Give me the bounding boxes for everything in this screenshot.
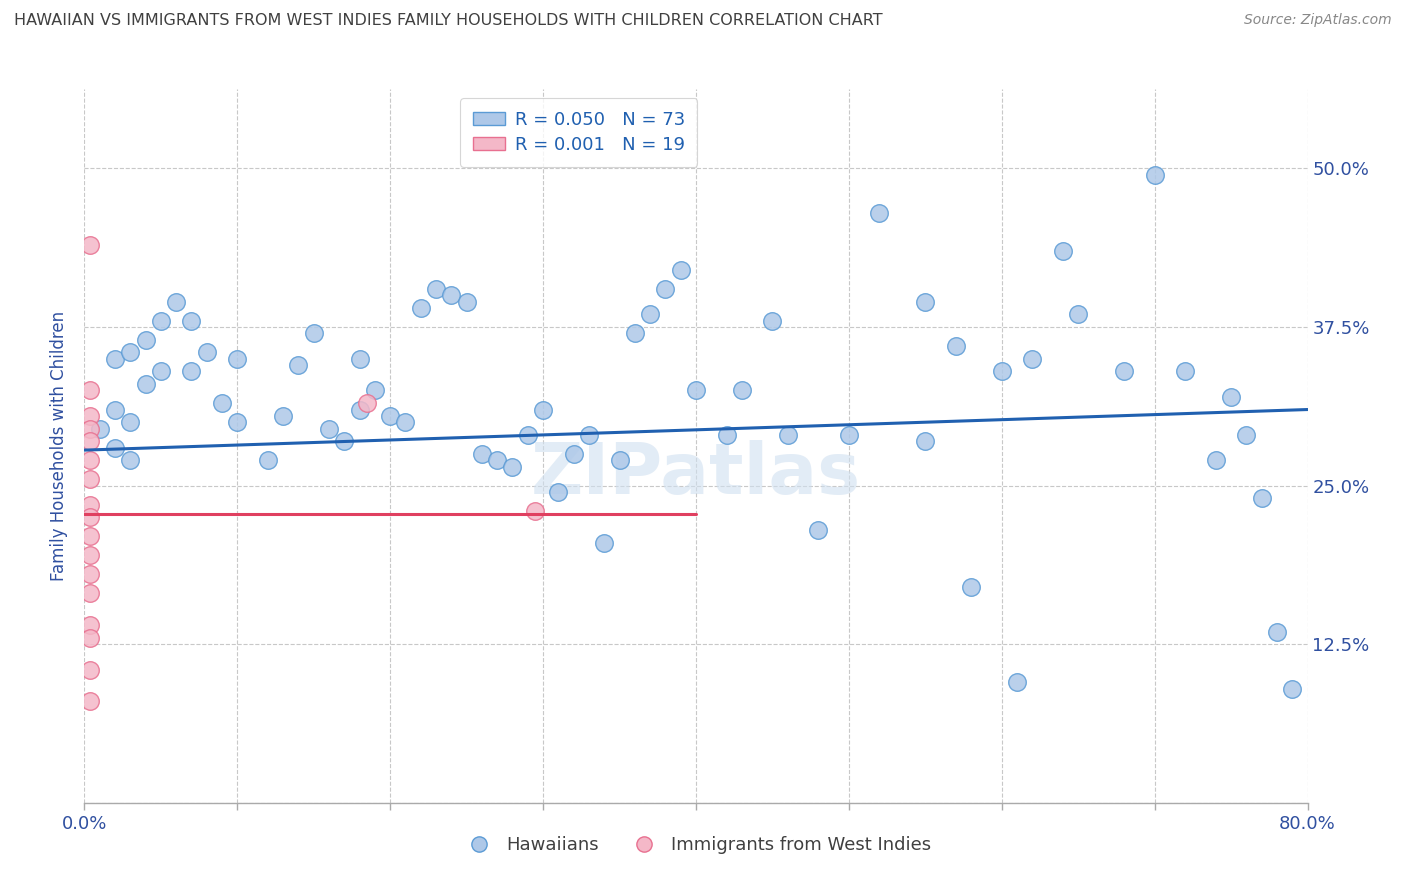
Point [79,567,101,582]
Point [1205,453,1227,467]
Point [79,498,101,512]
Point [456,294,478,309]
Point [1281,681,1303,696]
Point [135,333,157,347]
Point [120,345,142,359]
Point [349,351,371,366]
Point [79,529,101,543]
Point [287,358,309,372]
Point [349,402,371,417]
Point [440,288,463,302]
Point [356,396,378,410]
Point [869,206,891,220]
Point [79,663,101,677]
Point [79,586,101,600]
Point [486,453,509,467]
Point [547,485,569,500]
Point [731,384,754,398]
Point [89,421,111,435]
Point [79,434,101,449]
Point [226,415,249,429]
Point [135,377,157,392]
Point [761,314,783,328]
Point [1236,428,1258,442]
Point [1005,675,1028,690]
Point [1067,307,1090,321]
Point [211,396,233,410]
Point [638,307,661,321]
Y-axis label: Family Households with Children: Family Households with Children [51,311,69,581]
Point [685,384,707,398]
Point [1052,244,1074,258]
Point [914,434,936,449]
Point [838,428,860,442]
Point [624,326,647,341]
Point [79,384,101,398]
Point [104,351,127,366]
Point [409,301,432,315]
Point [669,263,692,277]
Point [79,631,101,645]
Point [524,504,547,518]
Point [380,409,402,423]
Point [79,510,101,524]
Point [425,282,447,296]
Point [104,441,127,455]
Point [79,618,101,632]
Point [609,453,631,467]
Point [502,459,524,474]
Point [531,402,554,417]
Point [271,409,294,423]
Point [165,294,187,309]
Point [1021,351,1043,366]
Point [79,421,101,435]
Point [1143,168,1166,182]
Text: Source: ZipAtlas.com: Source: ZipAtlas.com [1244,13,1392,28]
Point [1250,491,1272,506]
Point [180,364,202,378]
Point [807,523,830,537]
Text: ZIPatlas: ZIPatlas [531,440,860,509]
Point [364,384,387,398]
Point [180,314,202,328]
Point [1265,624,1288,639]
Point [104,402,127,417]
Point [776,428,799,442]
Point [593,535,616,549]
Point [516,428,538,442]
Point [1220,390,1243,404]
Point [654,282,676,296]
Text: HAWAIIAN VS IMMIGRANTS FROM WEST INDIES FAMILY HOUSEHOLDS WITH CHILDREN CORRELAT: HAWAIIAN VS IMMIGRANTS FROM WEST INDIES … [14,13,883,29]
Point [333,434,356,449]
Point [562,447,585,461]
Point [716,428,738,442]
Point [79,453,101,467]
Point [1174,364,1197,378]
Point [578,428,600,442]
Point [79,237,101,252]
Point [79,409,101,423]
Point [914,294,936,309]
Point [195,345,218,359]
Point [394,415,416,429]
Point [79,472,101,486]
Point [79,549,101,563]
Point [318,421,340,435]
Point [120,415,142,429]
Point [149,364,172,378]
Point [960,580,983,594]
Point [149,314,172,328]
Legend: Hawaiians, Immigrants from West Indies: Hawaiians, Immigrants from West Indies [454,830,938,862]
Point [226,351,249,366]
Point [1114,364,1136,378]
Point [302,326,325,341]
Point [991,364,1014,378]
Point [257,453,280,467]
Point [120,453,142,467]
Point [471,447,494,461]
Point [945,339,967,353]
Point [79,694,101,708]
